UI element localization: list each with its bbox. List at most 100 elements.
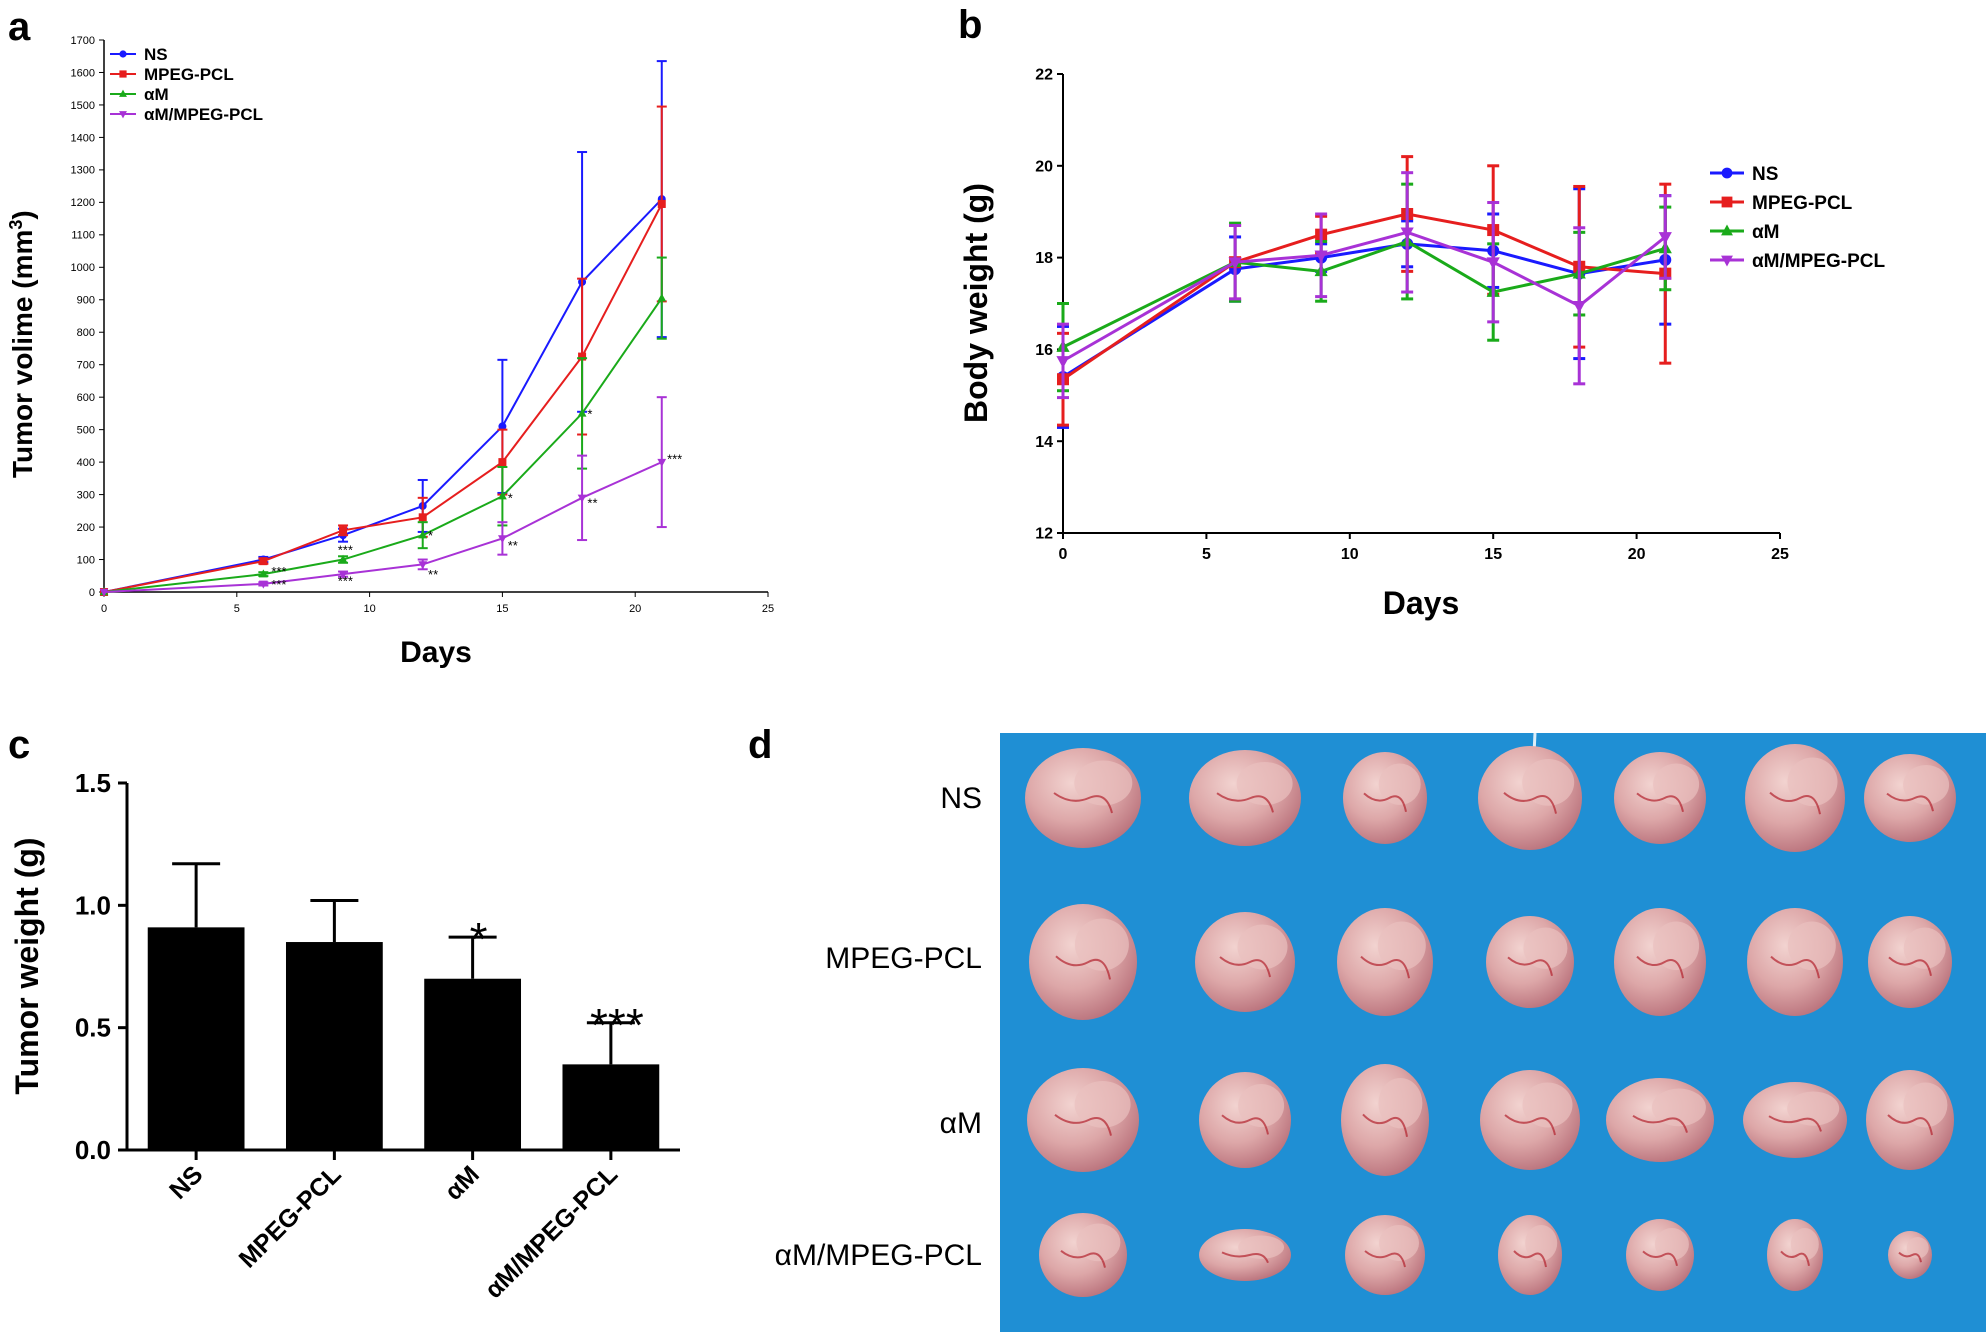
legend-label: MPEG-PCL bbox=[1752, 193, 1853, 214]
data-point bbox=[418, 513, 427, 522]
series-line bbox=[103, 198, 663, 593]
a-series-am-mpeg-pcl bbox=[99, 396, 667, 597]
tumor-sample bbox=[1039, 1213, 1127, 1297]
tumor-sample bbox=[1345, 1215, 1425, 1295]
data-point bbox=[577, 408, 587, 417]
data-point bbox=[339, 526, 348, 535]
a-y-tick-label: 1100 bbox=[71, 230, 95, 242]
bar-significance: *** bbox=[590, 999, 644, 1051]
row-label-4: αM/MPEG-PCL bbox=[775, 1239, 982, 1272]
series-line bbox=[1062, 239, 1666, 349]
data-point bbox=[657, 293, 667, 302]
data-point bbox=[1486, 257, 1500, 270]
significance-annotation: * bbox=[508, 491, 513, 506]
legend-marker bbox=[119, 70, 127, 78]
tumor-vessel bbox=[1769, 791, 1821, 815]
tumor-sample bbox=[1199, 1229, 1291, 1281]
tumor-vessel bbox=[1364, 1250, 1406, 1268]
legend-marker bbox=[119, 50, 127, 58]
tumor-vessel bbox=[1898, 1251, 1922, 1263]
tumor-lobe bbox=[1236, 762, 1293, 806]
data-point bbox=[338, 570, 348, 579]
tumor-lobe bbox=[1787, 921, 1836, 971]
tumor-vessel bbox=[1219, 956, 1271, 978]
tumor-vessel bbox=[1504, 1114, 1556, 1136]
tumor-lobe bbox=[1906, 1237, 1929, 1259]
data-point bbox=[498, 458, 507, 467]
panel-label-b: b bbox=[958, 3, 982, 47]
a-x-tick-label: 20 bbox=[629, 603, 641, 615]
tumor-vessel bbox=[1216, 792, 1274, 813]
b-y-tick-label: 20 bbox=[1035, 158, 1053, 175]
tumor-sample bbox=[1866, 1070, 1954, 1170]
legend-label: αM/MPEG-PCL bbox=[1752, 251, 1885, 272]
tumor-vessel bbox=[1642, 1250, 1678, 1267]
data-point bbox=[418, 561, 428, 570]
c-x-category-label: αM bbox=[439, 1160, 484, 1205]
tumor-lobe bbox=[1787, 757, 1838, 807]
legend-marker bbox=[1721, 255, 1733, 267]
b-series-am-mpeg-pcl bbox=[1056, 171, 1672, 400]
tumor-vessel bbox=[1887, 1114, 1933, 1136]
b-x-tick-label: 10 bbox=[1341, 546, 1359, 563]
c-y-tick-label: 1.5 bbox=[75, 768, 111, 798]
significance-annotation: ** bbox=[508, 538, 518, 553]
b-y-axis-label: Body weight (g) bbox=[958, 183, 994, 423]
c-y-tick-label: 0.0 bbox=[75, 1135, 111, 1165]
tumor-vessel bbox=[1503, 792, 1557, 814]
legend-label: αM/MPEG-PCL bbox=[144, 105, 263, 124]
row-label-3: αM bbox=[940, 1107, 982, 1140]
data-point bbox=[498, 491, 507, 500]
tumor-vessel bbox=[1886, 792, 1934, 812]
tumor-lobe bbox=[1076, 1223, 1121, 1262]
tumor-sample bbox=[1868, 916, 1952, 1008]
a-x-tick-label: 25 bbox=[762, 603, 774, 615]
tumor-lobe bbox=[1790, 1228, 1819, 1261]
c-x-category-label: αM/MPEG-PCL bbox=[480, 1160, 624, 1304]
panel-label-c: c bbox=[8, 723, 30, 767]
bar-significance: * bbox=[470, 913, 488, 965]
a-y-tick-label: 300 bbox=[77, 489, 95, 501]
tumor-sample bbox=[1027, 1068, 1139, 1172]
tumor-sample bbox=[1029, 904, 1137, 1020]
tumor-lobe bbox=[1238, 1235, 1285, 1259]
tumor-lobe bbox=[1787, 1091, 1840, 1126]
tumor-sample bbox=[1189, 750, 1301, 846]
c-y-tick-label: 0.5 bbox=[75, 1013, 111, 1043]
tumor-grid bbox=[1025, 744, 1956, 1297]
legend-marker bbox=[1721, 167, 1733, 179]
a-x-tick-label: 0 bbox=[101, 603, 107, 615]
tumor-vessel bbox=[1055, 955, 1111, 980]
tumor-vessel bbox=[1507, 956, 1553, 977]
tumor-lobe bbox=[1523, 927, 1568, 969]
tumor-sample bbox=[1606, 1078, 1714, 1162]
tumor-sample bbox=[1025, 748, 1141, 848]
tumor-sample bbox=[1199, 1072, 1291, 1168]
tumor-lobe bbox=[1903, 765, 1950, 805]
legend-label: MPEG-PCL bbox=[144, 65, 234, 84]
data-point bbox=[578, 352, 587, 361]
data-point bbox=[1056, 356, 1070, 369]
tumor-lobe bbox=[1522, 759, 1575, 806]
tumor-lobe bbox=[1074, 760, 1133, 806]
legend-marker bbox=[1721, 196, 1733, 208]
tumor-sample bbox=[1498, 1215, 1562, 1295]
b-y-tick-label: 16 bbox=[1035, 342, 1053, 359]
a-y-axis-label: Tumor volime (mm3) bbox=[6, 210, 38, 478]
significance-annotation: *** bbox=[271, 577, 286, 592]
tumor-sample bbox=[1745, 744, 1845, 852]
panel-label-a: a bbox=[8, 5, 31, 49]
significance-annotation: ** bbox=[428, 567, 438, 582]
tumor-vessel bbox=[1363, 792, 1407, 813]
a-y-tick-label: 900 bbox=[77, 295, 95, 307]
tumor-sample bbox=[1767, 1219, 1823, 1291]
data-point bbox=[259, 557, 268, 566]
a-y-tick-label: 500 bbox=[77, 424, 95, 436]
data-point bbox=[1314, 250, 1328, 263]
tumor-lobe bbox=[1379, 1225, 1419, 1261]
tumor-lobe bbox=[1651, 1088, 1706, 1127]
tumor-sample bbox=[1337, 908, 1433, 1016]
tumor-vessel bbox=[1360, 955, 1410, 979]
data-point bbox=[498, 535, 507, 544]
